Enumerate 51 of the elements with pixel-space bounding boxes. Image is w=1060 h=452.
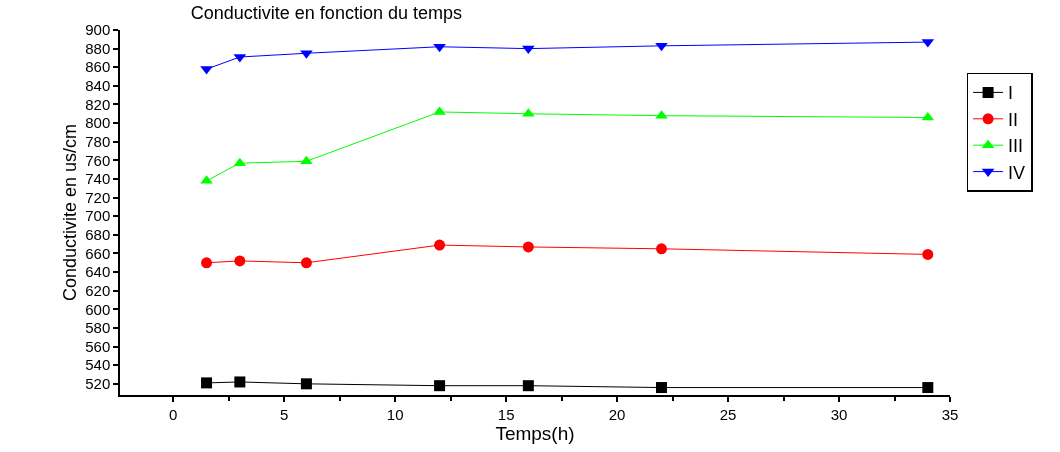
y-tick-label: 820	[85, 95, 111, 113]
x-axis-title: Temps(h)	[495, 422, 575, 444]
point	[201, 377, 213, 389]
legend-label: IV	[1008, 162, 1026, 183]
point	[434, 239, 446, 251]
point	[300, 257, 312, 269]
point	[434, 380, 446, 392]
y-tick-label: 740	[85, 170, 111, 188]
y-tick-label: 780	[85, 132, 111, 150]
y-tick-label: 560	[85, 337, 111, 355]
y-tick-label: 800	[85, 114, 111, 132]
point	[300, 155, 313, 165]
y-tick-label: 900	[85, 21, 111, 39]
point	[522, 241, 534, 253]
y-tick-label: 640	[85, 263, 111, 281]
point	[521, 45, 535, 55]
point	[234, 255, 246, 267]
point	[656, 243, 667, 255]
x-tick-label: 35	[941, 405, 959, 423]
x-tick-label: 20	[608, 405, 626, 423]
point	[922, 248, 934, 260]
y-tick-label: 860	[85, 58, 111, 76]
point	[522, 380, 534, 392]
chart-title: Conductivite en fonction du temps	[190, 3, 462, 24]
point	[922, 382, 934, 394]
x-tick-label: 10	[386, 405, 404, 423]
point	[201, 257, 213, 269]
y-tick-label: 880	[85, 39, 111, 57]
y-tick-label: 700	[85, 207, 111, 225]
legend-label: III	[1008, 136, 1024, 157]
x-tick-label: 5	[280, 405, 289, 423]
y-tick-label: 660	[85, 244, 111, 262]
legend-label: II	[1008, 109, 1019, 130]
point	[234, 376, 246, 388]
legend-label: I	[1008, 83, 1014, 104]
x-tick-label: 25	[719, 405, 737, 423]
y-tick-label: 540	[85, 356, 111, 374]
point	[300, 378, 312, 390]
y-tick-label: 580	[85, 319, 111, 337]
y-axis-title: Conductivite en us/cm	[59, 123, 80, 302]
x-tick-label: 0	[169, 405, 178, 423]
y-tick-label: 760	[85, 151, 111, 169]
y-tick-label: 680	[85, 226, 111, 244]
y-tick-label: 720	[85, 188, 111, 206]
y-tick-label: 600	[85, 300, 111, 318]
y-tick-label: 520	[85, 375, 111, 393]
x-tick-label: 30	[830, 405, 848, 423]
y-tick-label: 840	[85, 77, 111, 95]
y-tick-label: 620	[85, 281, 111, 299]
point	[656, 382, 667, 394]
x-tick-label: 15	[497, 405, 515, 423]
